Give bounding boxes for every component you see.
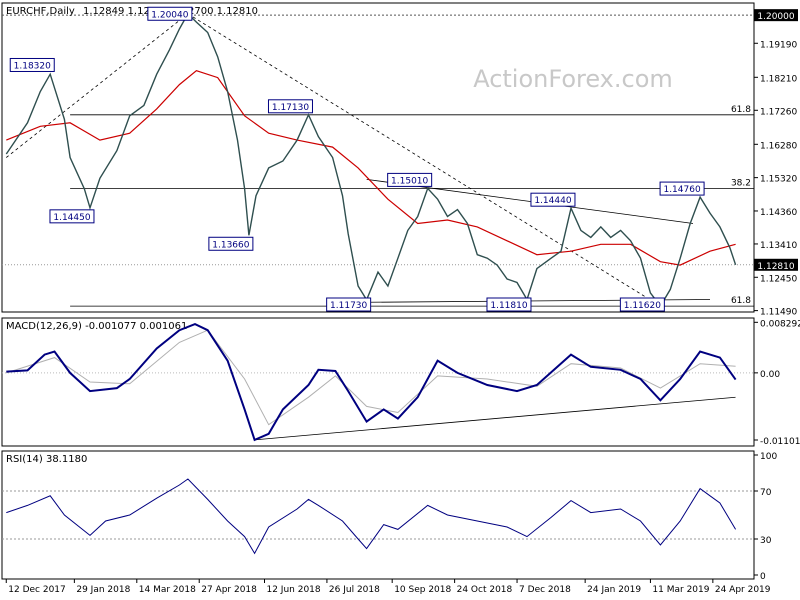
dashed-trendline (187, 13, 661, 307)
rsi-line (6, 478, 737, 555)
price-annotation-label: 1.17130 (272, 103, 309, 113)
price-panel-frame (1, 2, 755, 313)
price-annotation-label: 1.11620 (624, 301, 661, 311)
price-y-tick-label: 1.19190 (760, 40, 797, 50)
macd-series-group (2, 323, 754, 442)
price-annotation-box (49, 209, 95, 224)
price-annotation-box (208, 236, 254, 251)
price-y-tick-label: 1.17260 (760, 107, 797, 117)
rsi-panel-title: RSI(14) 38.1180 (6, 454, 87, 465)
top-level-price-box-text: 1.20000 (757, 12, 794, 22)
price-annotation-box (387, 172, 433, 187)
price-annotation-label: 1.13660 (212, 240, 249, 250)
rsi-panel-frame (1, 450, 755, 580)
x-tick-label: 7 Dec 2018 (519, 585, 571, 595)
price-panel-symbol: EURCHF,Daily (6, 6, 75, 17)
x-tick-label: 10 Sep 2018 (394, 585, 451, 595)
price-series-group (5, 12, 737, 308)
price-annotation-label: 1.20040 (151, 10, 188, 20)
price-annotation-box (530, 192, 576, 207)
dashed-trendline (6, 13, 189, 158)
price-annotation-box (326, 297, 372, 312)
price-annotation-label: 1.14450 (53, 213, 90, 223)
moving-average-line (6, 70, 736, 266)
x-tick-label: 12 Dec 2017 (8, 585, 66, 595)
price-annotation-label: 1.11730 (330, 301, 367, 311)
price-y-tick-label: 1.18210 (760, 74, 797, 84)
fib-level-label: 61.8 (731, 296, 751, 306)
fib-level-label: 38.2 (731, 178, 751, 188)
x-tick-label: 24 Apr 2019 (715, 585, 771, 595)
x-tick-label: 24 Jan 2019 (587, 585, 641, 595)
x-tick-label: 14 Mar 2018 (139, 585, 196, 595)
rsi-y-tick-label: 70 (760, 488, 772, 498)
price-labels-group: 1.18320 1.14450 1.20040 1.13660 1.17130 1.117… (9, 6, 705, 312)
price-annotation-label: 1.14760 (663, 185, 700, 195)
x-tick-label: 12 Jun 2018 (266, 585, 320, 595)
x-tick-label: 27 Apr 2018 (201, 585, 257, 595)
price-annotation-label: 1.18320 (14, 61, 51, 71)
price-line (5, 12, 737, 308)
macd-panel: MACD(12,26,9) -0.001077 0.001061 0.00829… (1, 317, 800, 447)
rsi-panel: RSI(14) 38.1180 100 70 30 0 (1, 450, 777, 582)
price-annotation-box (267, 99, 313, 114)
price-annotation-label: 1.14440 (534, 196, 571, 206)
x-tick-label: 26 Jul 2018 (329, 585, 380, 595)
rsi-y-axis: 100 70 30 0 (754, 452, 777, 582)
price-annotation-box (9, 57, 55, 72)
macd-panel-title: MACD(12,26,9) -0.001077 0.001061 (6, 321, 187, 332)
x-tick-label: 24 Oct 2018 (457, 585, 513, 595)
macd-line (6, 323, 737, 442)
x-axis: 12 Dec 2017 29 Jan 2018 14 Mar 2018 27 Apr … (5, 579, 771, 595)
x-tick-label: 29 Jan 2018 (76, 585, 130, 595)
price-annotation-label: 1.11810 (490, 301, 527, 311)
price-y-axis: 1.20000 1.19190 1.18210 1.17260 1.16280 1.153… (754, 9, 798, 318)
rsi-series-group (2, 478, 754, 555)
x-tick-label: 11 Mar 2019 (652, 585, 709, 595)
price-y-tick-label: 1.15320 (760, 175, 797, 185)
current-price-box-text: 1.12810 (757, 262, 794, 272)
price-panel: ActionForex.com EURCHF,Daily 1.12849 1.1… (1, 2, 798, 318)
price-y-tick-label: 1.11490 (760, 308, 797, 318)
macd-trendline (254, 396, 736, 441)
macd-signal-line (6, 329, 736, 426)
price-annotation-label: 1.15010 (391, 176, 428, 186)
macd-panel-frame (1, 317, 755, 447)
current-price-box (754, 258, 798, 271)
top-level-price-box (754, 9, 798, 22)
price-y-tick-label: 1.12450 (760, 274, 797, 284)
rsi-y-tick-label: 100 (760, 452, 777, 462)
price-y-tick-label: 1.13410 (760, 241, 797, 251)
price-y-tick-label: 1.16280 (760, 141, 797, 151)
macd-y-tick-label: 0.008292 (760, 319, 800, 329)
price-annotation-box (659, 181, 705, 196)
macd-y-tick-label: 0.00 (760, 370, 780, 380)
price-annotation-box (619, 297, 665, 312)
macd-y-tick-label: -0.011015 (760, 437, 800, 447)
rsi-y-tick-label: 0 (760, 572, 766, 582)
fib-level-label: 61.8 (731, 105, 751, 115)
macd-y-axis: 0.008292 0.00 -0.011015 (754, 319, 800, 447)
rsi-y-tick-label: 30 (760, 536, 772, 546)
price-watermark: ActionForex.com (473, 65, 673, 93)
price-annotation-box (486, 297, 532, 312)
price-y-tick-label: 1.14360 (760, 208, 797, 218)
price-annotation-box (147, 6, 193, 21)
